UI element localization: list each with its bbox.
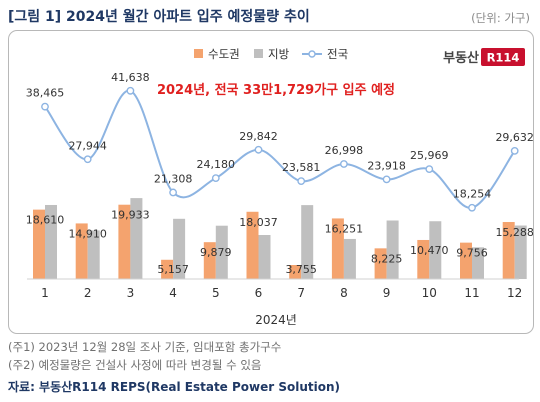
line-point <box>126 86 135 95</box>
source-label: 자료: 부동산R114 REPS(Real Estate Power Solut… <box>8 380 341 394</box>
line-data-label: 25,969 <box>410 149 449 162</box>
legend-label-sudogwon: 수도권 <box>208 47 240 61</box>
x-tick-label: 12 <box>507 286 522 300</box>
brand-logo: 부동산 R114 <box>443 48 525 66</box>
line-point <box>83 155 92 164</box>
bar-sudogwon-9 <box>374 248 387 279</box>
bar-sudogwon-4 <box>161 259 174 279</box>
bar-jibang-11 <box>472 247 484 279</box>
line-data-label: 21,308 <box>154 172 193 185</box>
bar-sudogwon-3 <box>118 204 131 279</box>
chart-frame: 수도권 지방 전국 부동산 R114 2024년, 전국 33만1,729가구 입주… <box>8 30 534 334</box>
note-2: (주2) 예정물량은 건설사 사정에 따라 변경될 수 있음 <box>8 358 262 372</box>
line-jeonguk <box>44 89 516 209</box>
bar-data-label: 16,251 <box>325 222 364 235</box>
line-data-label: 26,998 <box>325 144 364 157</box>
bar-sudogwon-6 <box>246 211 259 279</box>
line-point <box>41 102 49 111</box>
x-axis-title: 2024년 <box>255 313 297 327</box>
bar-jibang-10 <box>429 221 442 279</box>
chart-legend: 수도권 지방 전국 <box>194 47 348 61</box>
bar-sudogwon-5 <box>203 242 216 279</box>
chart-annotation: 2024년, 전국 33만1,729가구 입주 예정 <box>157 82 395 98</box>
legend-marker-jeonguk <box>308 50 316 58</box>
note-1: (주1) 2023년 12월 28일 조사 기준, 임대포함 총가구수 <box>8 340 282 354</box>
chart-svg: 수도권 지방 전국 부동산 R114 2024년, 전국 33만1,729가구 입주… <box>26 47 533 327</box>
bar-data-label: 10,470 <box>410 244 449 257</box>
x-tick-label: 7 <box>297 286 305 300</box>
bar-jibang-6 <box>258 234 271 279</box>
bar-sudogwon-8 <box>331 218 344 279</box>
bar-data-label: 15,288 <box>495 226 533 239</box>
x-tick-label: 3 <box>127 286 135 300</box>
line-data-label: 18,254 <box>453 188 492 201</box>
line-point <box>169 188 178 197</box>
legend-swatch-jibang <box>254 49 263 58</box>
line-point <box>510 146 519 155</box>
line-point <box>468 203 476 212</box>
bar-jibang-2 <box>87 230 100 279</box>
x-axis: 1 2 3 4 5 6 7 8 9 10 11 12 <box>27 278 522 300</box>
bar-jibang-3 <box>130 198 143 279</box>
bar-sudogwon-1 <box>33 209 45 279</box>
bar-jibang-9 <box>386 220 399 279</box>
x-tick-label: 8 <box>340 286 348 300</box>
line-layer <box>41 86 519 212</box>
x-tick-label: 2 <box>84 286 92 300</box>
line-point <box>382 175 391 184</box>
line-data-label: 23,918 <box>367 159 406 172</box>
line-data-label: 23,581 <box>282 161 321 174</box>
bar-data-label: 8,225 <box>371 252 403 265</box>
bar-data-label: 9,756 <box>456 247 488 260</box>
x-tick-label: 10 <box>422 286 437 300</box>
line-point <box>254 145 263 154</box>
line-data-label: 29,842 <box>239 130 278 143</box>
line-data-label: 38,465 <box>26 87 65 100</box>
line-data-label: 27,944 <box>68 139 107 152</box>
bar-jibang-8 <box>343 238 356 279</box>
chart-title: [그림 1] 2024년 월간 아파트 입주 예정물량 추이 <box>8 9 310 25</box>
legend-label-jibang: 지방 <box>268 47 290 61</box>
x-tick-label: 11 <box>464 286 479 300</box>
bar-jibang-5 <box>215 225 228 279</box>
line-point <box>339 160 348 168</box>
x-tick-label: 5 <box>212 286 220 300</box>
bar-data-label: 19,933 <box>111 209 150 222</box>
bar-data-label: 9,879 <box>200 246 232 259</box>
bar-sudogwon-11 <box>460 242 472 279</box>
brand-text: 부동산 <box>443 50 479 66</box>
line-data-label: 24,180 <box>197 158 236 171</box>
bar-layer <box>33 198 527 279</box>
brand-badge-bg <box>481 48 525 66</box>
bar-jibang-1 <box>45 204 57 279</box>
unit-label: (단위: 가구) <box>471 11 530 25</box>
line-point <box>297 177 306 185</box>
x-tick-label: 6 <box>255 286 263 300</box>
bar-jibang-4 <box>173 218 186 279</box>
x-tick-label: 9 <box>383 286 391 300</box>
line-point <box>211 174 220 183</box>
bar-data-label: 3,755 <box>285 263 317 276</box>
line-data-label: 41,638 <box>111 71 150 84</box>
x-tick-label: 1 <box>41 286 49 300</box>
bar-jibang-12 <box>514 225 527 279</box>
bar-sudogwon-12 <box>502 222 515 279</box>
bar-data-label: 14,910 <box>68 227 107 240</box>
bar-data-label: 5,157 <box>157 263 189 276</box>
brand-badge: R114 <box>487 51 520 65</box>
label-layer: 18,610 38,465 14,910 27,944 19,933 41,638 5,15… <box>26 71 533 276</box>
line-data-label: 29,632 <box>495 131 533 144</box>
legend-label-jeonguk: 전국 <box>327 47 348 61</box>
bar-sudogwon-10 <box>417 239 430 279</box>
bar-data-label: 18,610 <box>26 214 65 227</box>
line-point <box>425 165 434 174</box>
bar-jibang-7 <box>301 205 314 279</box>
bar-sudogwon-7 <box>289 265 302 279</box>
x-tick-label: 4 <box>169 286 177 300</box>
legend-swatch-sudogwon <box>194 49 203 58</box>
bar-data-label: 18,037 <box>239 216 278 229</box>
bar-sudogwon-2 <box>75 223 88 279</box>
